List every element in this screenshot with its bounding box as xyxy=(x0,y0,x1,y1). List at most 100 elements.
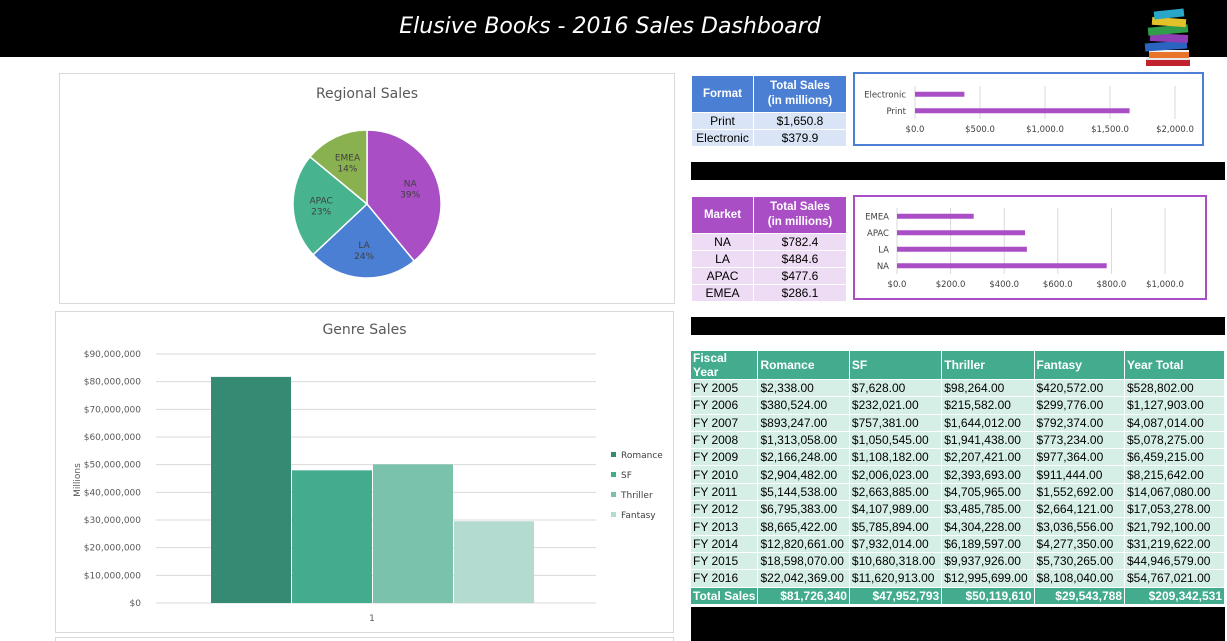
y-tick-label: $40,000,000 xyxy=(84,488,142,498)
format-header: Format xyxy=(691,75,754,113)
table-cell: $21,792,100.00 xyxy=(1124,517,1225,536)
pie-label-la: LA xyxy=(358,241,370,251)
bar-apac[interactable] xyxy=(897,230,1025,236)
table-row: FY 2014 $12,820,661.00 $7,932,014.00 $6,189… xyxy=(691,535,1225,553)
table-cell: $3,036,556.00 xyxy=(1034,517,1126,536)
table-cell: $2,166,248.00 xyxy=(757,448,850,467)
dashboard-title: Elusive Books - 2016 Sales Dashboard xyxy=(399,14,821,39)
genre-sales-chart[interactable]: Genre Sales $0 $10,000,000 $20,000,000 $30,… xyxy=(55,311,674,633)
bar-print[interactable] xyxy=(915,108,1130,114)
pie-percent-emea: 14% xyxy=(337,164,357,174)
format-bars: $0.0 $500.0 $1,000.0 $1,500.0 $2,000.0 Electr… xyxy=(864,86,1194,135)
table-cell: $299,776.00 xyxy=(1034,396,1126,415)
fiscal-year-sales-table: Fiscal Year Romance SF Thriller Fantasy Year … xyxy=(691,351,1225,605)
bar-emea[interactable] xyxy=(897,213,974,219)
table-cell: $911,444.00 xyxy=(1034,465,1126,484)
table-cell: $528,802.00 xyxy=(1124,379,1225,398)
table-cell: $893,247.00 xyxy=(757,414,850,432)
x-tick-label: $0.0 xyxy=(888,280,907,290)
y-tick-label: $80,000,000 xyxy=(84,378,142,388)
table-cell: $12,995,699.00 xyxy=(941,569,1035,588)
table-cell: $215,582.00 xyxy=(941,396,1035,415)
table-cell: $1,552,692.00 xyxy=(1034,483,1126,502)
table-cell: $1,941,438.00 xyxy=(941,431,1035,450)
format-sales-chart[interactable]: $0.0 $500.0 $1,000.0 $1,500.0 $2,000.0 Electr… xyxy=(853,72,1204,146)
y-tick-label: $0 xyxy=(130,599,142,609)
table-cell: $8,215,642.00 xyxy=(1124,465,1225,484)
total-cell: $50,119,610 xyxy=(941,587,1035,605)
bar-romance[interactable] xyxy=(211,376,291,603)
pie-slice-apac[interactable] xyxy=(292,155,369,256)
y-tick-label: $20,000,000 xyxy=(84,544,142,554)
bar-sf[interactable] xyxy=(292,470,372,603)
table-cell: $2,904,482.00 xyxy=(757,465,850,484)
column-header: Romance xyxy=(757,351,850,380)
pie-percent-apac: 23% xyxy=(311,207,331,217)
table-cell: $1,108,182.00 xyxy=(849,448,943,467)
total-cell: $29,543,788 xyxy=(1034,587,1126,605)
table-row: FY 2006 $380,524.00 $232,021.00 $215,582.00… xyxy=(691,396,1225,415)
column-header: Thriller xyxy=(941,351,1035,380)
pie-slice-la[interactable] xyxy=(311,202,416,279)
table-row: LA $484.6 xyxy=(691,250,847,268)
sales-cell: $782.4 xyxy=(753,233,847,251)
total-sales-header-line2: (in millions) xyxy=(767,95,833,107)
title-bar: Elusive Books - 2016 Sales Dashboard xyxy=(0,0,1227,57)
table-row: Electronic $379.9 xyxy=(691,129,847,147)
table-cell: $1,050,545.00 xyxy=(849,431,943,450)
table-cell: $1,127,903.00 xyxy=(1124,396,1225,415)
table-row: FY 2008 $1,313,058.00 $1,050,545.00 $1,941,… xyxy=(691,431,1225,450)
table-row: FY 2015 $18,598,070.00 $10,680,318.00 $9,93… xyxy=(691,552,1225,571)
category-label: NA xyxy=(877,262,889,272)
pie-label-emea: EMEA xyxy=(335,153,361,163)
bar-na[interactable] xyxy=(897,263,1107,269)
market-table: Market Total Sales (in millions) NA $782… xyxy=(691,196,847,302)
table-row: FY 2012 $6,795,383.00 $4,107,989.00 $3,485,… xyxy=(691,500,1225,519)
table-row: FY 2007 $893,247.00 $757,381.00 $1,644,012.… xyxy=(691,414,1225,432)
column-header: Fiscal Year xyxy=(691,351,759,380)
table-cell: FY 2009 xyxy=(691,448,759,467)
bar-electronic[interactable] xyxy=(915,91,965,97)
separator-strip xyxy=(691,317,1225,335)
legend-label-fantasy: Fantasy xyxy=(621,511,656,521)
bar-la[interactable] xyxy=(897,246,1027,252)
table-cell: $5,730,265.00 xyxy=(1034,552,1126,571)
market-cell: EMEA xyxy=(691,284,754,302)
genre-chart-title: Genre Sales xyxy=(322,322,407,338)
sales-cell: $484.6 xyxy=(753,250,847,268)
y-tick-label: $30,000,000 xyxy=(84,516,142,526)
bar-fantasy[interactable] xyxy=(454,521,534,603)
table-cell: FY 2015 xyxy=(691,552,759,571)
pie-slice-emea[interactable] xyxy=(308,129,368,206)
table-cell: $5,785,894.00 xyxy=(849,517,943,536)
table-cell: $98,264.00 xyxy=(941,379,1035,398)
y-axis-label: Millions xyxy=(73,463,83,497)
pie-percent-la: 24% xyxy=(354,252,374,262)
table-cell: FY 2011 xyxy=(691,483,759,502)
table-cell: $757,381.00 xyxy=(849,414,943,432)
table-cell: $11,620,913.00 xyxy=(849,569,943,588)
legend-label-thriller: Thriller xyxy=(620,491,653,501)
total-sales-header: Total Sales (in millions) xyxy=(753,196,847,234)
category-label: LA xyxy=(878,245,889,255)
table-cell: $54,767,021.00 xyxy=(1124,569,1225,588)
bar-thriller[interactable] xyxy=(373,464,453,603)
table-cell: $2,393,693.00 xyxy=(941,465,1035,484)
market-cell: LA xyxy=(691,250,754,268)
table-cell: $4,087,014.00 xyxy=(1124,414,1225,432)
table-cell: $7,628.00 xyxy=(849,379,943,398)
market-sales-chart[interactable]: $0.0 $200.0 $400.0 $600.0 $800.0 $1,000.0 EMEA… xyxy=(853,195,1207,300)
regional-sales-chart[interactable]: Regional Sales NA 39% LA 24% APAC 23% EMEA 14% xyxy=(59,73,675,304)
table-cell: $14,067,080.00 xyxy=(1124,483,1225,502)
total-sales-header-line2: (in millions) xyxy=(767,216,833,228)
total-sales-header-line1: Total Sales xyxy=(770,201,830,213)
table-cell: $4,705,965.00 xyxy=(941,483,1035,502)
x-tick-label: $200.0 xyxy=(936,280,966,290)
pie-slice-na[interactable] xyxy=(366,129,442,263)
table-cell: FY 2012 xyxy=(691,500,759,519)
x-tick-label: 1 xyxy=(369,614,375,624)
x-tick-label: $500.0 xyxy=(965,125,995,135)
table-cell: $6,459,215.00 xyxy=(1124,448,1225,467)
table-cell: FY 2007 xyxy=(691,414,759,432)
